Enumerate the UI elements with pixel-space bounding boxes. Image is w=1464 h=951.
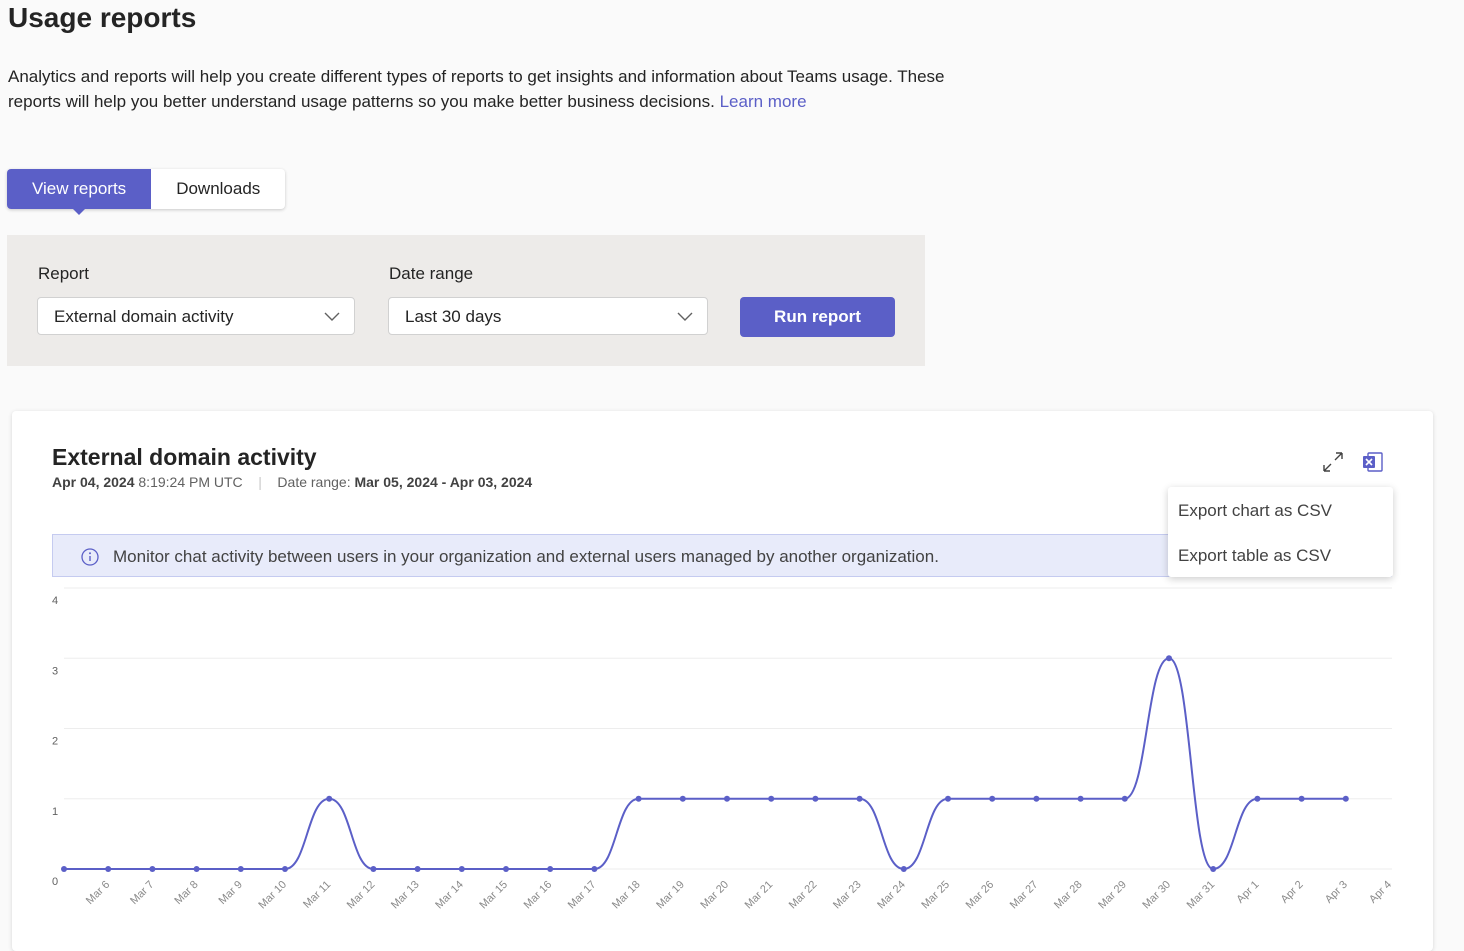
x-tick-label: Mar 7 xyxy=(128,879,156,907)
x-tick-label: Apr 2 xyxy=(1279,879,1306,906)
data-point xyxy=(1166,655,1172,662)
x-tick-label: Mar 13 xyxy=(389,879,422,912)
data-point xyxy=(237,866,244,872)
run-report-button[interactable]: Run report xyxy=(740,297,895,337)
data-point xyxy=(1077,795,1084,802)
data-point xyxy=(989,795,996,802)
separator: | xyxy=(258,474,262,490)
info-icon xyxy=(81,548,99,566)
x-tick-label: Mar 23 xyxy=(831,879,864,912)
chevron xyxy=(677,312,693,321)
x-tick-label: Mar 30 xyxy=(1140,879,1173,912)
x-tick-label: Mar 12 xyxy=(345,879,378,912)
y-tick-label: 0 xyxy=(52,876,58,888)
report-label: Report xyxy=(38,264,90,283)
learn-more-link[interactable]: Learn more xyxy=(719,92,807,111)
y-tick-label: 2 xyxy=(52,736,58,748)
chevron xyxy=(324,312,340,321)
export-menu: Export chart as CSV Export table as CSV xyxy=(1168,487,1393,577)
x-tick-label: Mar 17 xyxy=(566,879,599,912)
data-point xyxy=(1342,795,1349,802)
x-tick-label: Mar 31 xyxy=(1185,879,1218,912)
x-tick-label: Mar 16 xyxy=(522,879,555,912)
x-tick-label: Mar 28 xyxy=(1052,879,1085,912)
data-point xyxy=(856,795,863,802)
data-point xyxy=(635,795,642,802)
data-point xyxy=(61,866,67,872)
x-tick-label: Mar 11 xyxy=(301,879,333,911)
data-point xyxy=(370,866,377,872)
data-point xyxy=(414,866,421,872)
data-point xyxy=(1254,795,1261,802)
x-tick-label: Mar 20 xyxy=(698,879,731,912)
x-tick-label: Apr 4 xyxy=(1367,879,1394,906)
x-tick-label: Mar 26 xyxy=(964,879,997,912)
menu-item[interactable]: Export table as CSV xyxy=(1178,546,1332,565)
info-text: Monitor chat activity between users in y… xyxy=(113,547,939,566)
report-dropdown[interactable]: External domain activity xyxy=(37,297,355,335)
range-label: Date range xyxy=(389,264,474,283)
description-text: Analytics and reports will help you crea… xyxy=(8,67,945,111)
x-tick-label: Mar 25 xyxy=(919,879,952,912)
x-tick-label: Mar 10 xyxy=(256,879,289,912)
x-tick-label: Mar 8 xyxy=(172,879,200,907)
tab-bar: View reports Downloads xyxy=(7,169,286,215)
x-tick-label: Mar 21 xyxy=(743,879,776,912)
x-tick-label: Mar 18 xyxy=(610,879,643,912)
x-tick-label: Mar 19 xyxy=(654,879,687,912)
range-dropdown[interactable]: Last 30 days xyxy=(388,297,708,335)
report-date: Apr 04, 2024 xyxy=(52,474,135,490)
data-point xyxy=(591,866,598,872)
x-tick-label: Apr 1 xyxy=(1234,879,1261,906)
card-meta: Apr 04, 2024 8:19:24 PM UTC | Date range… xyxy=(52,474,532,490)
y-tick-label: 1 xyxy=(52,806,58,818)
data-point xyxy=(679,795,686,802)
y-tick-label: 4 xyxy=(52,595,58,607)
data-point xyxy=(768,795,775,802)
x-tick-label: Mar 6 xyxy=(84,879,112,907)
data-point xyxy=(724,795,730,802)
range-value: Mar 05, 2024 - Apr 03, 2024 xyxy=(354,474,533,490)
data-point xyxy=(503,866,509,872)
data-point xyxy=(900,866,907,872)
tab[interactable]: Downloads xyxy=(176,179,261,198)
report-time: 8:19:24 PM UTC xyxy=(138,474,243,490)
x-tick-label: Mar 24 xyxy=(875,879,908,912)
x-tick-label: Mar 15 xyxy=(477,879,510,912)
data-point xyxy=(282,866,288,872)
x-tick-label: Mar 27 xyxy=(1008,879,1041,912)
dropdown-value: Last 30 days xyxy=(405,307,502,326)
page-title: Usage reports xyxy=(8,2,197,33)
dropdown-value: External domain activity xyxy=(54,307,234,326)
x-tick-label: Mar 9 xyxy=(217,879,245,907)
data-point xyxy=(1210,866,1217,872)
data-point xyxy=(326,795,333,802)
data-point xyxy=(149,866,156,872)
card-title: External domain activity xyxy=(52,444,317,470)
y-tick-label: 3 xyxy=(52,665,58,677)
x-tick-label: Mar 29 xyxy=(1096,879,1129,912)
data-point xyxy=(193,866,200,872)
x-tick-label: Apr 3 xyxy=(1323,879,1350,906)
data-point xyxy=(1033,795,1040,802)
data-point xyxy=(105,866,112,872)
range-label: Date range: xyxy=(277,474,351,490)
menu-item[interactable]: Export chart as CSV xyxy=(1178,501,1333,520)
expand-icon[interactable] xyxy=(1322,451,1344,473)
data-point xyxy=(812,795,819,802)
description: Analytics and reports will help you crea… xyxy=(8,64,988,114)
data-point xyxy=(1121,795,1128,802)
excel-icon[interactable] xyxy=(1362,451,1384,473)
data-point xyxy=(547,866,554,872)
data-point xyxy=(1298,795,1305,802)
data-point xyxy=(458,866,465,872)
tab[interactable]: View reports xyxy=(7,169,152,215)
x-tick-label: Mar 22 xyxy=(787,879,820,912)
x-tick-label: Mar 14 xyxy=(433,879,466,912)
data-point xyxy=(945,795,951,802)
chart: 0 1 2 3 4 Mar 6 Mar 7 Mar 8 Mar 9 Mar 10 Mar 11 Mar… xyxy=(52,587,1394,912)
data-line xyxy=(64,657,1346,871)
